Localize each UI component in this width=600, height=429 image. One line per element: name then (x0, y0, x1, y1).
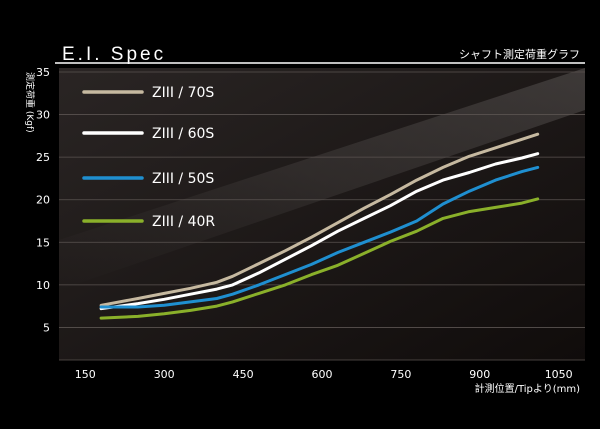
y-tick-label: 35 (36, 66, 50, 79)
chart-title: E.I. Spec (62, 44, 166, 65)
y-tick-label: 20 (36, 194, 50, 207)
legend-label: ZIII / 60S (152, 126, 214, 142)
x-tick-labels: 150 300 450 600 750 900 1050 (75, 368, 573, 381)
plot-highlight (59, 68, 585, 290)
series-line-1 (99, 152, 540, 311)
x-tick-label: 900 (469, 368, 490, 381)
legend-label: ZIII / 40R (152, 214, 215, 230)
series-lines (99, 132, 540, 320)
series-line-0 (99, 132, 540, 307)
x-axis-label: 計測位置/Tipより(mm) (475, 382, 580, 395)
legend-label: ZIII / 50S (152, 171, 214, 187)
series-line-2 (99, 165, 540, 309)
y-axis-label: 測定荷重 (Kgf) (24, 72, 36, 133)
y-tick-label: 15 (36, 236, 50, 249)
y-tick-labels: 5 10 15 20 25 30 35 (36, 66, 50, 334)
x-tick-label: 150 (75, 368, 96, 381)
x-tick-label: 300 (154, 368, 175, 381)
x-tick-label: 450 (233, 368, 254, 381)
y-tick-label: 25 (36, 151, 50, 164)
x-tick-label: 750 (390, 368, 411, 381)
grid-lines (59, 71, 585, 361)
legend-label: ZIII / 70S (152, 85, 214, 101)
y-tick-label: 10 (36, 279, 50, 292)
x-tick-label: 1050 (545, 368, 573, 381)
y-tick-label: 30 (36, 109, 50, 122)
series-line-3 (99, 197, 540, 320)
x-tick-label: 600 (312, 368, 333, 381)
chart-subtitle: シャフト測定荷重グラフ (459, 47, 580, 61)
legend: ZIII / 70S ZIII / 60S ZIII / 50S ZIII / 40R (82, 85, 215, 230)
y-tick-label: 5 (43, 321, 50, 334)
